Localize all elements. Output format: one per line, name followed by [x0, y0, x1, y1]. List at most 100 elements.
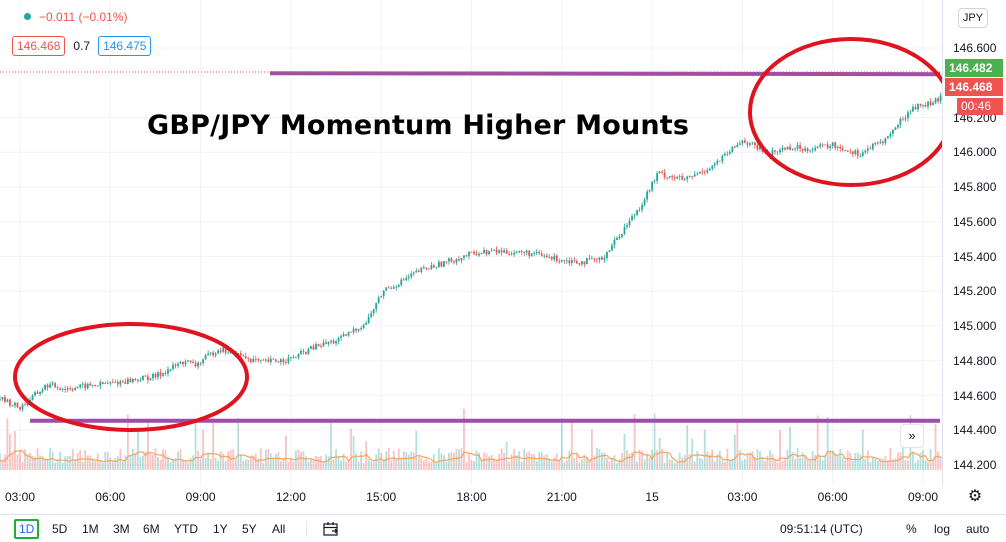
- candle-body: [786, 146, 789, 150]
- volume-bar: [94, 460, 97, 470]
- candle-body: [708, 168, 711, 171]
- range-button-6m[interactable]: 6M: [143, 522, 160, 536]
- price-tick-label: 145.600: [953, 214, 997, 229]
- candle-body: [919, 103, 922, 106]
- range-button-1m[interactable]: 1M: [82, 522, 99, 536]
- candle-body: [683, 179, 686, 181]
- volume-bar: [372, 461, 375, 470]
- volume-bar: [540, 452, 543, 470]
- volume-bar: [738, 449, 741, 470]
- candle-body: [811, 150, 814, 152]
- candle-body: [643, 199, 646, 205]
- range-button-5y[interactable]: 5Y: [242, 522, 257, 536]
- candle-body: [648, 190, 651, 192]
- candle-body: [335, 341, 337, 344]
- volume-bar: [596, 447, 598, 470]
- log-scale-toggle[interactable]: log: [934, 522, 951, 536]
- candle-body: [738, 143, 741, 145]
- volume-bar: [59, 451, 62, 470]
- candle-body: [222, 347, 225, 352]
- candle-body: [126, 378, 129, 384]
- volume-bar: [912, 451, 914, 470]
- candle-body: [924, 104, 927, 107]
- volume-bar: [162, 449, 164, 470]
- candle-body: [450, 258, 453, 262]
- range-button-1d[interactable]: 1D: [14, 519, 40, 539]
- volume-bar: [380, 452, 383, 470]
- volume-bar: [475, 450, 478, 470]
- volume-bar: [653, 413, 656, 470]
- volume-bar: [538, 452, 541, 470]
- volume-bar: [192, 455, 194, 470]
- volume-bar: [535, 460, 538, 470]
- candle-body: [585, 258, 588, 265]
- candle-body: [470, 251, 473, 253]
- candle-body: [345, 334, 347, 336]
- volume-bar: [24, 449, 26, 470]
- candle-body: [254, 358, 257, 360]
- chart-plot[interactable]: [0, 0, 942, 486]
- time-tick-label: 18:00: [456, 490, 487, 504]
- candle-body: [1, 396, 4, 400]
- candle-body: [593, 258, 596, 260]
- volume-bar: [463, 408, 465, 470]
- price-tick-label: 145.000: [953, 319, 997, 333]
- candle-body: [430, 265, 433, 269]
- range-button-3m[interactable]: 3M: [113, 522, 130, 536]
- candle-body: [661, 171, 664, 173]
- candle-body: [603, 258, 606, 260]
- volume-bar: [580, 459, 583, 470]
- volume-bar: [871, 456, 874, 470]
- range-button-1y[interactable]: 1Y: [213, 522, 228, 536]
- calendar-goto-icon[interactable]: [322, 520, 340, 538]
- gear-icon[interactable]: ⚙: [967, 488, 983, 505]
- candle-body: [417, 270, 420, 272]
- volume-bar: [560, 418, 563, 470]
- range-button-all[interactable]: All: [272, 522, 286, 536]
- candle-body: [157, 372, 159, 378]
- candle-body: [932, 102, 934, 106]
- volume-bar: [849, 453, 852, 470]
- candle-body: [31, 395, 34, 400]
- volume-bar: [731, 458, 734, 470]
- bid-price[interactable]: 146.468: [12, 36, 66, 56]
- percent-scale-toggle[interactable]: %: [906, 522, 917, 536]
- ask-price[interactable]: 146.475: [98, 36, 152, 56]
- volume-bar: [320, 456, 322, 470]
- candle-body: [144, 375, 147, 377]
- candle-body: [834, 142, 837, 148]
- candle-body: [606, 251, 608, 259]
- candle-body: [242, 355, 245, 357]
- price-axis[interactable]: 146.600 146.200 146.000 145.800 145.600 145.4…: [942, 0, 1006, 486]
- auto-scale-toggle[interactable]: auto: [966, 522, 990, 536]
- candle-body: [177, 363, 179, 366]
- candle-body: [781, 147, 784, 150]
- volume-bar: [892, 459, 894, 470]
- volume-bar: [889, 447, 892, 470]
- time-axis[interactable]: 03:00 06:00 09:00 12:00 15:00 18:00 21:00 15 03:…: [0, 486, 942, 508]
- scroll-to-realtime-button[interactable]: »: [900, 424, 924, 448]
- volume-bar: [834, 454, 837, 470]
- range-button-ytd[interactable]: YTD: [174, 522, 198, 536]
- volume-bar: [613, 455, 616, 470]
- volume-bar: [1, 459, 4, 470]
- volume-bar: [29, 452, 31, 470]
- volume-bar: [706, 451, 709, 470]
- candle-body: [591, 258, 593, 260]
- volume-bar: [126, 414, 129, 470]
- candle-body: [0, 399, 1, 401]
- volume-bar: [76, 452, 79, 470]
- candle-body: [54, 383, 57, 388]
- volume-bar: [555, 453, 558, 470]
- volume-bar: [244, 459, 247, 470]
- currency-button[interactable]: JPY: [958, 8, 988, 28]
- price-tick-label: 145.800: [953, 180, 997, 194]
- time-tick-label: 15: [645, 490, 659, 504]
- utc-clock[interactable]: 09:51:14 (UTC): [780, 522, 863, 536]
- candle-body: [187, 360, 189, 362]
- volume-bar: [81, 461, 84, 470]
- range-button-5d[interactable]: 5D: [52, 522, 68, 536]
- volume-bar: [252, 455, 255, 470]
- volume-bar: [272, 457, 275, 470]
- volume-bar: [829, 451, 832, 470]
